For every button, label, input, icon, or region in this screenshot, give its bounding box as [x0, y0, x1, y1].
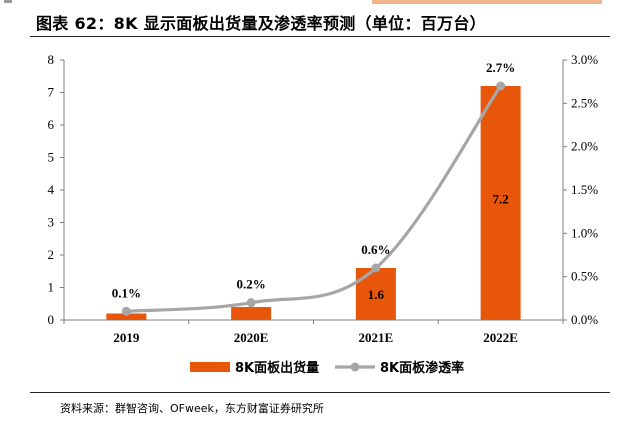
legend-label-line: 8K面板渗透率 — [380, 360, 464, 376]
line-point — [371, 263, 381, 273]
y-right-tick-label: 0.5% — [571, 269, 598, 284]
y-left-tick-label: 1 — [48, 280, 55, 295]
legend-swatch-bar — [190, 362, 230, 372]
x-category-label: 2021E — [359, 330, 394, 345]
source-note: 资料来源：群智咨询、OFweek，东方财富证券研究所 — [60, 402, 324, 415]
y-left-tick-label: 2 — [48, 247, 55, 262]
y-left-tick-label: 6 — [48, 117, 55, 132]
header-left-mark — [4, 0, 12, 3]
penetration-line — [126, 85, 502, 313]
legend-label-bar: 8K面板出货量 — [235, 360, 319, 376]
y-right-tick-label: 1.5% — [571, 182, 598, 197]
top-bar — [0, 0, 626, 8]
y-right-tick-label: 0.0% — [571, 312, 598, 327]
header-right-mark — [372, 0, 602, 4]
y-left-tick-label: 7 — [48, 85, 55, 100]
bar — [231, 307, 272, 320]
line-value-label: 0.1% — [112, 285, 141, 300]
line-point — [496, 81, 506, 91]
x-category-label: 2019 — [113, 330, 140, 345]
title-divider — [30, 36, 610, 37]
y-left-tick-label: 5 — [48, 150, 55, 165]
line-point — [246, 298, 256, 308]
line-value-label: 0.2% — [237, 277, 266, 292]
chart-title: 图表 62：8K 显示面板出货量及渗透率预测（单位：百万台） — [36, 14, 486, 33]
y-left-tick-label: 0 — [48, 312, 55, 327]
y-right-tick-label: 2.5% — [571, 95, 598, 110]
x-category-label: 2020E — [234, 330, 269, 345]
bar — [480, 86, 521, 320]
y-right-tick-label: 3.0% — [571, 52, 598, 67]
bar-value-label: 1.6 — [368, 287, 385, 302]
y-left-tick-label: 8 — [48, 52, 55, 67]
x-category-label: 2022E — [483, 330, 518, 345]
line-value-label: 0.6% — [361, 242, 390, 257]
y-left-tick-label: 3 — [48, 215, 55, 230]
y-left-tick-label: 4 — [48, 182, 55, 197]
bar — [106, 313, 147, 320]
line-point — [121, 306, 131, 316]
line-value-label: 2.7% — [486, 60, 515, 75]
y-right-tick-label: 2.0% — [571, 139, 598, 154]
legend-swatch-marker — [350, 362, 360, 372]
source-divider — [30, 392, 610, 393]
y-right-tick-label: 1.0% — [571, 225, 598, 240]
bar-value-label: 7.2 — [493, 191, 509, 206]
